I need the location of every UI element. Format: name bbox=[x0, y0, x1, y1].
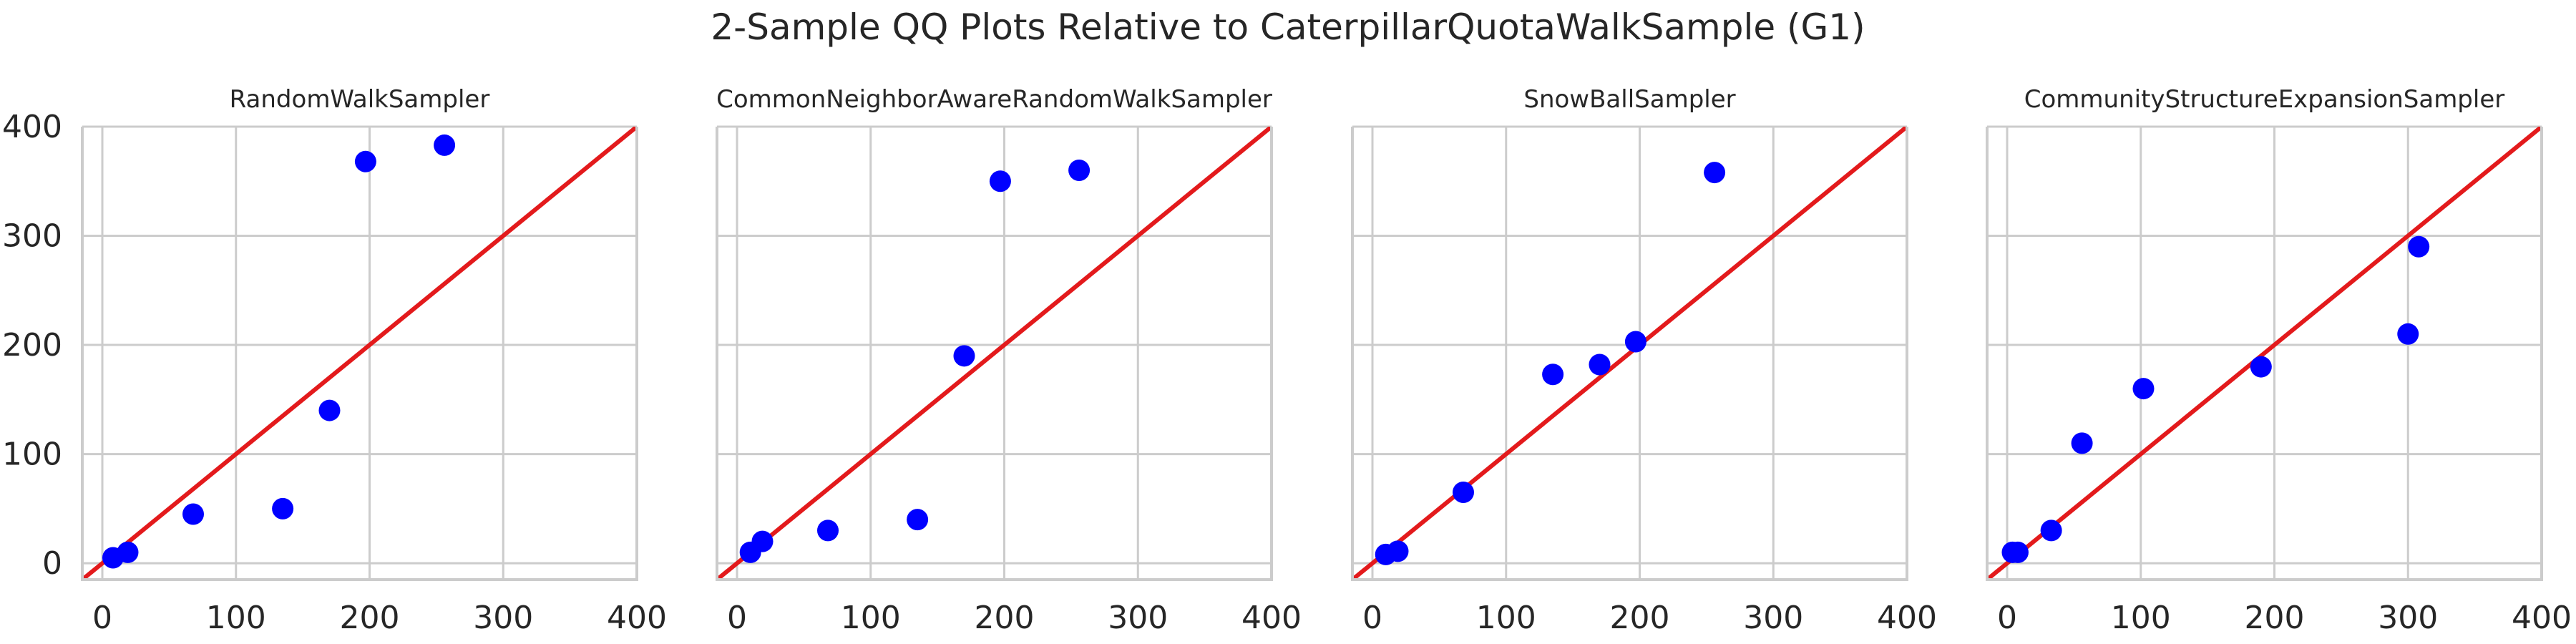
data-point bbox=[1589, 353, 1611, 376]
y-tick-label: 200 bbox=[2, 327, 62, 364]
data-point bbox=[1068, 160, 1091, 182]
figure-title: 2-Sample QQ Plots Relative to Caterpilla… bbox=[711, 6, 1865, 48]
x-tick-label: 100 bbox=[1476, 600, 1536, 636]
x-tick-label: 300 bbox=[1743, 600, 1803, 636]
x-tick-label: 0 bbox=[727, 600, 747, 636]
data-point bbox=[817, 519, 839, 542]
x-tick-label: 400 bbox=[2512, 600, 2572, 636]
x-tick-label: 200 bbox=[340, 600, 400, 636]
y-tick-label: 0 bbox=[42, 545, 62, 582]
data-point bbox=[354, 150, 376, 172]
data-point bbox=[989, 170, 1011, 192]
qq-panel-2: CommonNeighborAwareRandomWalkSampler 0 100… bbox=[716, 85, 1302, 636]
x-tick-label: 0 bbox=[1997, 600, 2017, 636]
qq-panels: RandomWalkSampler 0 100 200 300 400 0 100 200 300… bbox=[2, 85, 2572, 636]
data-point bbox=[2040, 519, 2062, 542]
panel-title: CommonNeighborAwareRandomWalkSampler bbox=[716, 85, 1272, 114]
x-tick-label: 100 bbox=[206, 600, 266, 636]
data-point bbox=[2408, 235, 2430, 258]
x-tick-label: 300 bbox=[473, 600, 533, 636]
y-tick-label: 300 bbox=[2, 218, 62, 255]
data-point bbox=[1453, 481, 1474, 503]
x-tick-label: 400 bbox=[1241, 600, 1302, 636]
x-tick-label: 200 bbox=[975, 600, 1035, 636]
data-point bbox=[1387, 540, 1409, 562]
x-tick-label: 0 bbox=[1362, 600, 1382, 636]
x-tick-label: 400 bbox=[607, 600, 667, 636]
y-tick-label: 400 bbox=[2, 109, 62, 145]
data-point bbox=[272, 497, 294, 519]
data-point bbox=[117, 541, 139, 563]
qq-panel-4: CommunityStructureExpansionSampler 0 100 20… bbox=[1986, 85, 2572, 636]
data-point bbox=[907, 509, 929, 531]
data-point bbox=[2132, 378, 2155, 400]
qq-panel-1: RandomWalkSampler 0 100 200 300 400 0 100 200 300… bbox=[2, 85, 667, 636]
qq-panel-3: SnowBallSampler 0 100 200 300 400 bbox=[1351, 85, 1937, 636]
data-point bbox=[182, 503, 204, 525]
data-point bbox=[318, 399, 341, 421]
data-point bbox=[1704, 162, 1726, 184]
reference-line bbox=[717, 127, 1272, 580]
x-tick-label: 0 bbox=[92, 600, 112, 636]
x-tick-label: 300 bbox=[2378, 600, 2438, 636]
x-tick-label: 200 bbox=[1610, 600, 1670, 636]
panel-title: SnowBallSampler bbox=[1523, 85, 1735, 114]
data-point bbox=[1542, 364, 1564, 386]
reference-line bbox=[1352, 127, 1907, 580]
data-point bbox=[2250, 356, 2272, 378]
x-tick-label: 100 bbox=[841, 600, 901, 636]
y-tick-label: 100 bbox=[2, 436, 62, 473]
data-point bbox=[434, 134, 456, 156]
x-tick-label: 200 bbox=[2245, 600, 2305, 636]
data-point bbox=[1624, 331, 1646, 353]
data-point bbox=[2006, 541, 2029, 563]
reference-line bbox=[1987, 127, 2542, 580]
data-point bbox=[2071, 432, 2093, 454]
x-tick-label: 300 bbox=[1108, 600, 1168, 636]
x-tick-label: 100 bbox=[2111, 600, 2171, 636]
reference-line bbox=[82, 127, 637, 580]
panel-title: RandomWalkSampler bbox=[230, 85, 490, 114]
data-point bbox=[953, 345, 975, 367]
x-tick-label: 400 bbox=[1877, 600, 1937, 636]
data-point bbox=[751, 530, 774, 552]
data-point bbox=[2397, 323, 2419, 345]
panel-title: CommunityStructureExpansionSampler bbox=[2024, 85, 2505, 114]
